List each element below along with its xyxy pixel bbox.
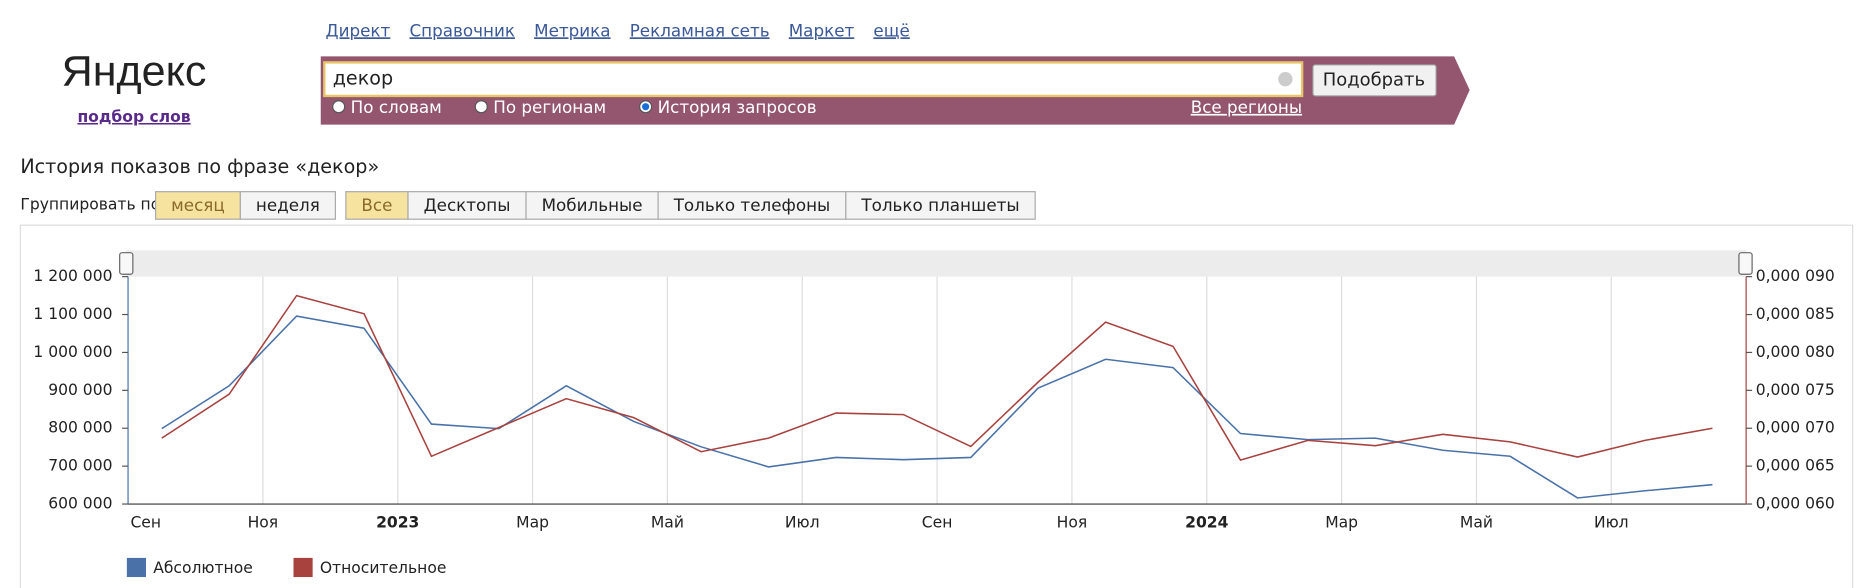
radio-label[interactable]: По словам <box>351 97 442 117</box>
y2-tick-label: 0,000 070 <box>1756 419 1835 437</box>
range-slider[interactable] <box>125 250 1747 277</box>
y2-tick-label: 0,000 080 <box>1756 343 1835 361</box>
x-tick-label: Ноя <box>1057 514 1088 532</box>
nav-link[interactable]: Справочник <box>409 20 515 40</box>
toggle-label[interactable]: Только планшеты <box>860 195 1019 215</box>
toggle-button[interactable] <box>525 191 659 220</box>
toggle-button[interactable] <box>407 191 527 220</box>
submit-button[interactable] <box>1312 64 1437 97</box>
toggle-button[interactable] <box>845 191 1036 220</box>
radio[interactable] <box>332 100 346 114</box>
logo[interactable]: Яндекс <box>62 48 207 96</box>
search-query[interactable]: декор <box>333 67 393 90</box>
toggle-label[interactable]: неделя <box>256 195 320 215</box>
nav-link[interactable]: ещё <box>873 20 909 40</box>
toggle-label[interactable]: Мобильные <box>542 195 643 215</box>
clear-icon[interactable] <box>1278 71 1293 87</box>
y2-tick-label: 0,000 085 <box>1756 305 1835 323</box>
x-tick-label: Сен <box>130 514 161 532</box>
toggle-button[interactable] <box>239 191 336 220</box>
subtitle-link[interactable]: подбор слов <box>77 108 190 126</box>
radio-label[interactable]: По регионам <box>493 97 606 117</box>
x-tick-label: Июл <box>1594 514 1629 532</box>
nav-link[interactable]: Метрика <box>534 20 610 40</box>
region-link[interactable]: Все регионы <box>1191 97 1302 117</box>
x-tick-label: Мар <box>1325 514 1358 532</box>
toggle-button[interactable] <box>345 191 409 220</box>
y2-tick-label: 0,000 065 <box>1756 457 1835 475</box>
x-tick-label: 2024 <box>1185 514 1228 532</box>
y-tick-label: 700 000 <box>48 457 112 475</box>
y2-tick-label: 0,000 075 <box>1756 381 1835 399</box>
radio-label[interactable]: История запросов <box>658 97 817 117</box>
nav-link[interactable]: Директ <box>326 20 391 40</box>
toggle-button[interactable] <box>657 191 847 220</box>
group-label: Группировать по: <box>20 195 165 213</box>
x-tick-label: Май <box>651 514 684 532</box>
x-tick-label: Июл <box>785 514 820 532</box>
legend-swatch[interactable] <box>126 557 147 578</box>
x-tick-label: 2023 <box>376 514 419 532</box>
radio[interactable] <box>474 100 488 114</box>
y-tick-label: 1 200 000 <box>33 267 112 285</box>
y-tick-label: 900 000 <box>48 381 112 399</box>
toggle-label[interactable]: Десктопы <box>424 195 511 215</box>
toggle-label[interactable]: месяц <box>171 195 225 215</box>
legend-swatch[interactable] <box>293 557 313 578</box>
y-tick-label: 1 000 000 <box>33 343 112 361</box>
nav-link[interactable]: Рекламная сеть <box>630 20 770 40</box>
series-line <box>161 294 1713 461</box>
series-line <box>161 315 1713 499</box>
heading: История показов по фразе «декор» <box>20 155 379 178</box>
y2-tick-label: 0,000 090 <box>1756 267 1835 285</box>
submit-label[interactable]: Подобрать <box>1323 69 1425 90</box>
x-tick-label: Мар <box>516 514 549 532</box>
slider-handle[interactable] <box>1738 252 1753 275</box>
nav-link[interactable]: Маркет <box>789 20 855 40</box>
x-tick-label: Ноя <box>248 514 279 532</box>
x-tick-label: Май <box>1460 514 1493 532</box>
search-input[interactable] <box>323 61 1304 98</box>
y-tick-label: 800 000 <box>48 419 112 437</box>
radio-dot <box>642 103 650 111</box>
legend-label[interactable]: Относительное <box>320 559 447 577</box>
toggle-label[interactable]: Только телефоны <box>673 195 831 215</box>
toggle-label[interactable]: Все <box>361 195 392 215</box>
legend-label[interactable]: Абсолютное <box>153 559 253 577</box>
y2-tick-label: 0,000 060 <box>1756 495 1835 513</box>
y-tick-label: 600 000 <box>48 495 112 513</box>
y-tick-label: 1 100 000 <box>33 305 112 323</box>
x-tick-label: Сен <box>922 514 953 532</box>
slider-handle[interactable] <box>119 252 134 275</box>
